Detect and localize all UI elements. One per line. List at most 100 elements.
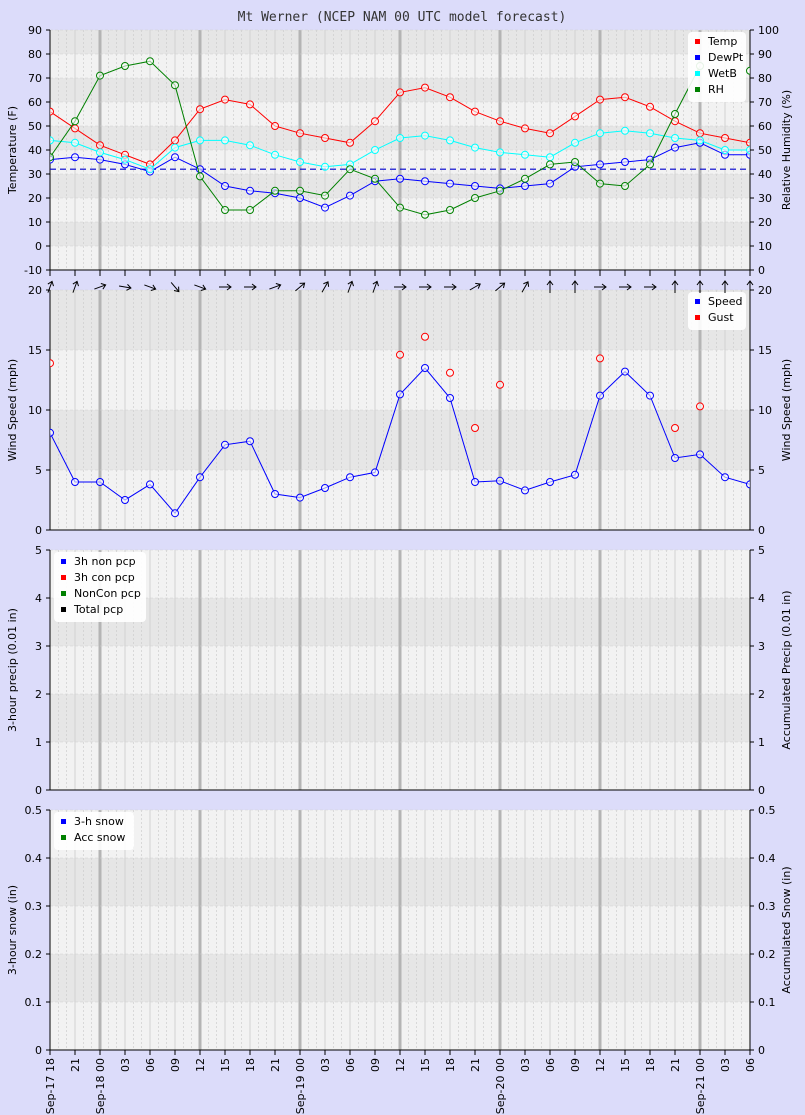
wind-arrow (269, 283, 282, 290)
data-point (96, 141, 104, 150)
data-point (671, 134, 679, 142)
data-point (296, 194, 304, 202)
data-point (746, 138, 750, 147)
x-tick-label: 12 (594, 1058, 607, 1072)
legend-label: 3h non pcp (74, 555, 136, 568)
data-point (571, 470, 579, 479)
y2-tick-label: 0 (758, 1044, 765, 1057)
x-tick-label: 09 (169, 1058, 182, 1072)
legend-swatch (695, 87, 700, 92)
y-tick-label: 10 (28, 404, 42, 417)
legend-box (54, 552, 146, 622)
data-point (50, 359, 54, 368)
data-point (346, 138, 354, 147)
y-axis-label: 3-hour precip (0.01 in) (6, 608, 19, 732)
legend-swatch (61, 835, 66, 840)
data-point (396, 174, 404, 183)
data-point (171, 81, 179, 90)
legend-label: RH (708, 83, 724, 96)
x-tick-label: 15 (619, 1058, 632, 1072)
data-point (246, 100, 254, 109)
data-point (371, 468, 379, 477)
data-point (696, 450, 704, 459)
wind-arrow (521, 281, 530, 293)
data-point (196, 473, 204, 482)
data-point (596, 95, 604, 104)
chart-panels: -100102030405060708090010203040506070809… (6, 24, 793, 1057)
data-point (296, 186, 304, 195)
data-point (646, 160, 654, 169)
legend-swatch (695, 55, 700, 60)
x-tick-label: 09 (369, 1058, 382, 1072)
data-point (571, 138, 579, 147)
data-point (546, 129, 554, 138)
data-point (321, 203, 329, 212)
data-point (696, 402, 704, 411)
data-point (121, 496, 129, 504)
data-point (471, 143, 479, 152)
y2-tick-label: 0.2 (758, 948, 776, 961)
x-tick-label: 21 (469, 1058, 482, 1072)
wind-arrow (295, 282, 306, 292)
wind-arrow (469, 282, 481, 291)
y-tick-label: 5 (35, 544, 42, 557)
y-tick-label: 50 (28, 120, 42, 133)
data-point (246, 186, 254, 195)
data-point (596, 391, 604, 400)
data-point (546, 153, 554, 162)
y2-tick-label: 1 (758, 736, 765, 749)
y2-tick-label: 40 (758, 168, 772, 181)
x-tick-label: 15 (219, 1058, 232, 1072)
wind-arrow (444, 283, 457, 291)
y-tick-label: 0 (35, 784, 42, 797)
data-point (146, 165, 154, 174)
y2-tick-label: 80 (758, 72, 772, 85)
y-tick-label: 0 (35, 524, 42, 537)
x-tick-label: Sep-21 00 (694, 1058, 707, 1114)
y-tick-label: 30 (28, 168, 42, 181)
y-axis-label: 3-hour snow (in) (6, 885, 19, 975)
legend-swatch (61, 591, 66, 596)
data-point (421, 364, 429, 372)
y2-tick-label: 60 (758, 120, 772, 133)
legend-swatch (61, 819, 66, 824)
y2-tick-label: 90 (758, 48, 772, 61)
data-point (721, 473, 729, 482)
legend-label: 3h con pcp (74, 571, 135, 584)
data-point (171, 509, 179, 518)
y-tick-label: 5 (35, 464, 42, 477)
data-point (596, 354, 604, 363)
data-point (696, 129, 704, 138)
y-tick-label: 0.2 (25, 948, 43, 961)
y2-tick-label: 0.1 (758, 996, 776, 1009)
x-tick-label: 21 (269, 1058, 282, 1072)
data-point (421, 83, 429, 92)
data-point (446, 179, 454, 188)
wind-arrow (244, 283, 257, 291)
data-point (471, 107, 479, 116)
x-tick-label: 03 (119, 1058, 132, 1072)
legend-box (54, 812, 134, 850)
data-point (196, 172, 204, 181)
data-point (471, 424, 479, 432)
data-point (171, 153, 179, 162)
data-point (296, 129, 304, 138)
y-tick-label: 0.3 (25, 900, 43, 913)
legend-box (688, 32, 746, 102)
wind-arrow (194, 284, 207, 291)
panel-snow: 0 0.1 0.2 0.3 0.4 0.5 0 0.1 0.2 0.3 0.4 0.5 3-hour s… (6, 804, 793, 1057)
x-tick-label: 21 (69, 1058, 82, 1072)
data-point (71, 153, 79, 162)
data-point (96, 155, 104, 164)
y2-tick-label: 70 (758, 96, 772, 109)
y2-tick-label: 15 (758, 344, 772, 357)
data-point (271, 150, 279, 159)
legend-label: Gust (708, 311, 734, 324)
data-point (521, 174, 529, 183)
x-tick-label: 06 (344, 1058, 357, 1072)
data-point (121, 155, 129, 164)
data-point (146, 57, 154, 66)
data-point (96, 478, 104, 486)
data-point (96, 71, 104, 80)
